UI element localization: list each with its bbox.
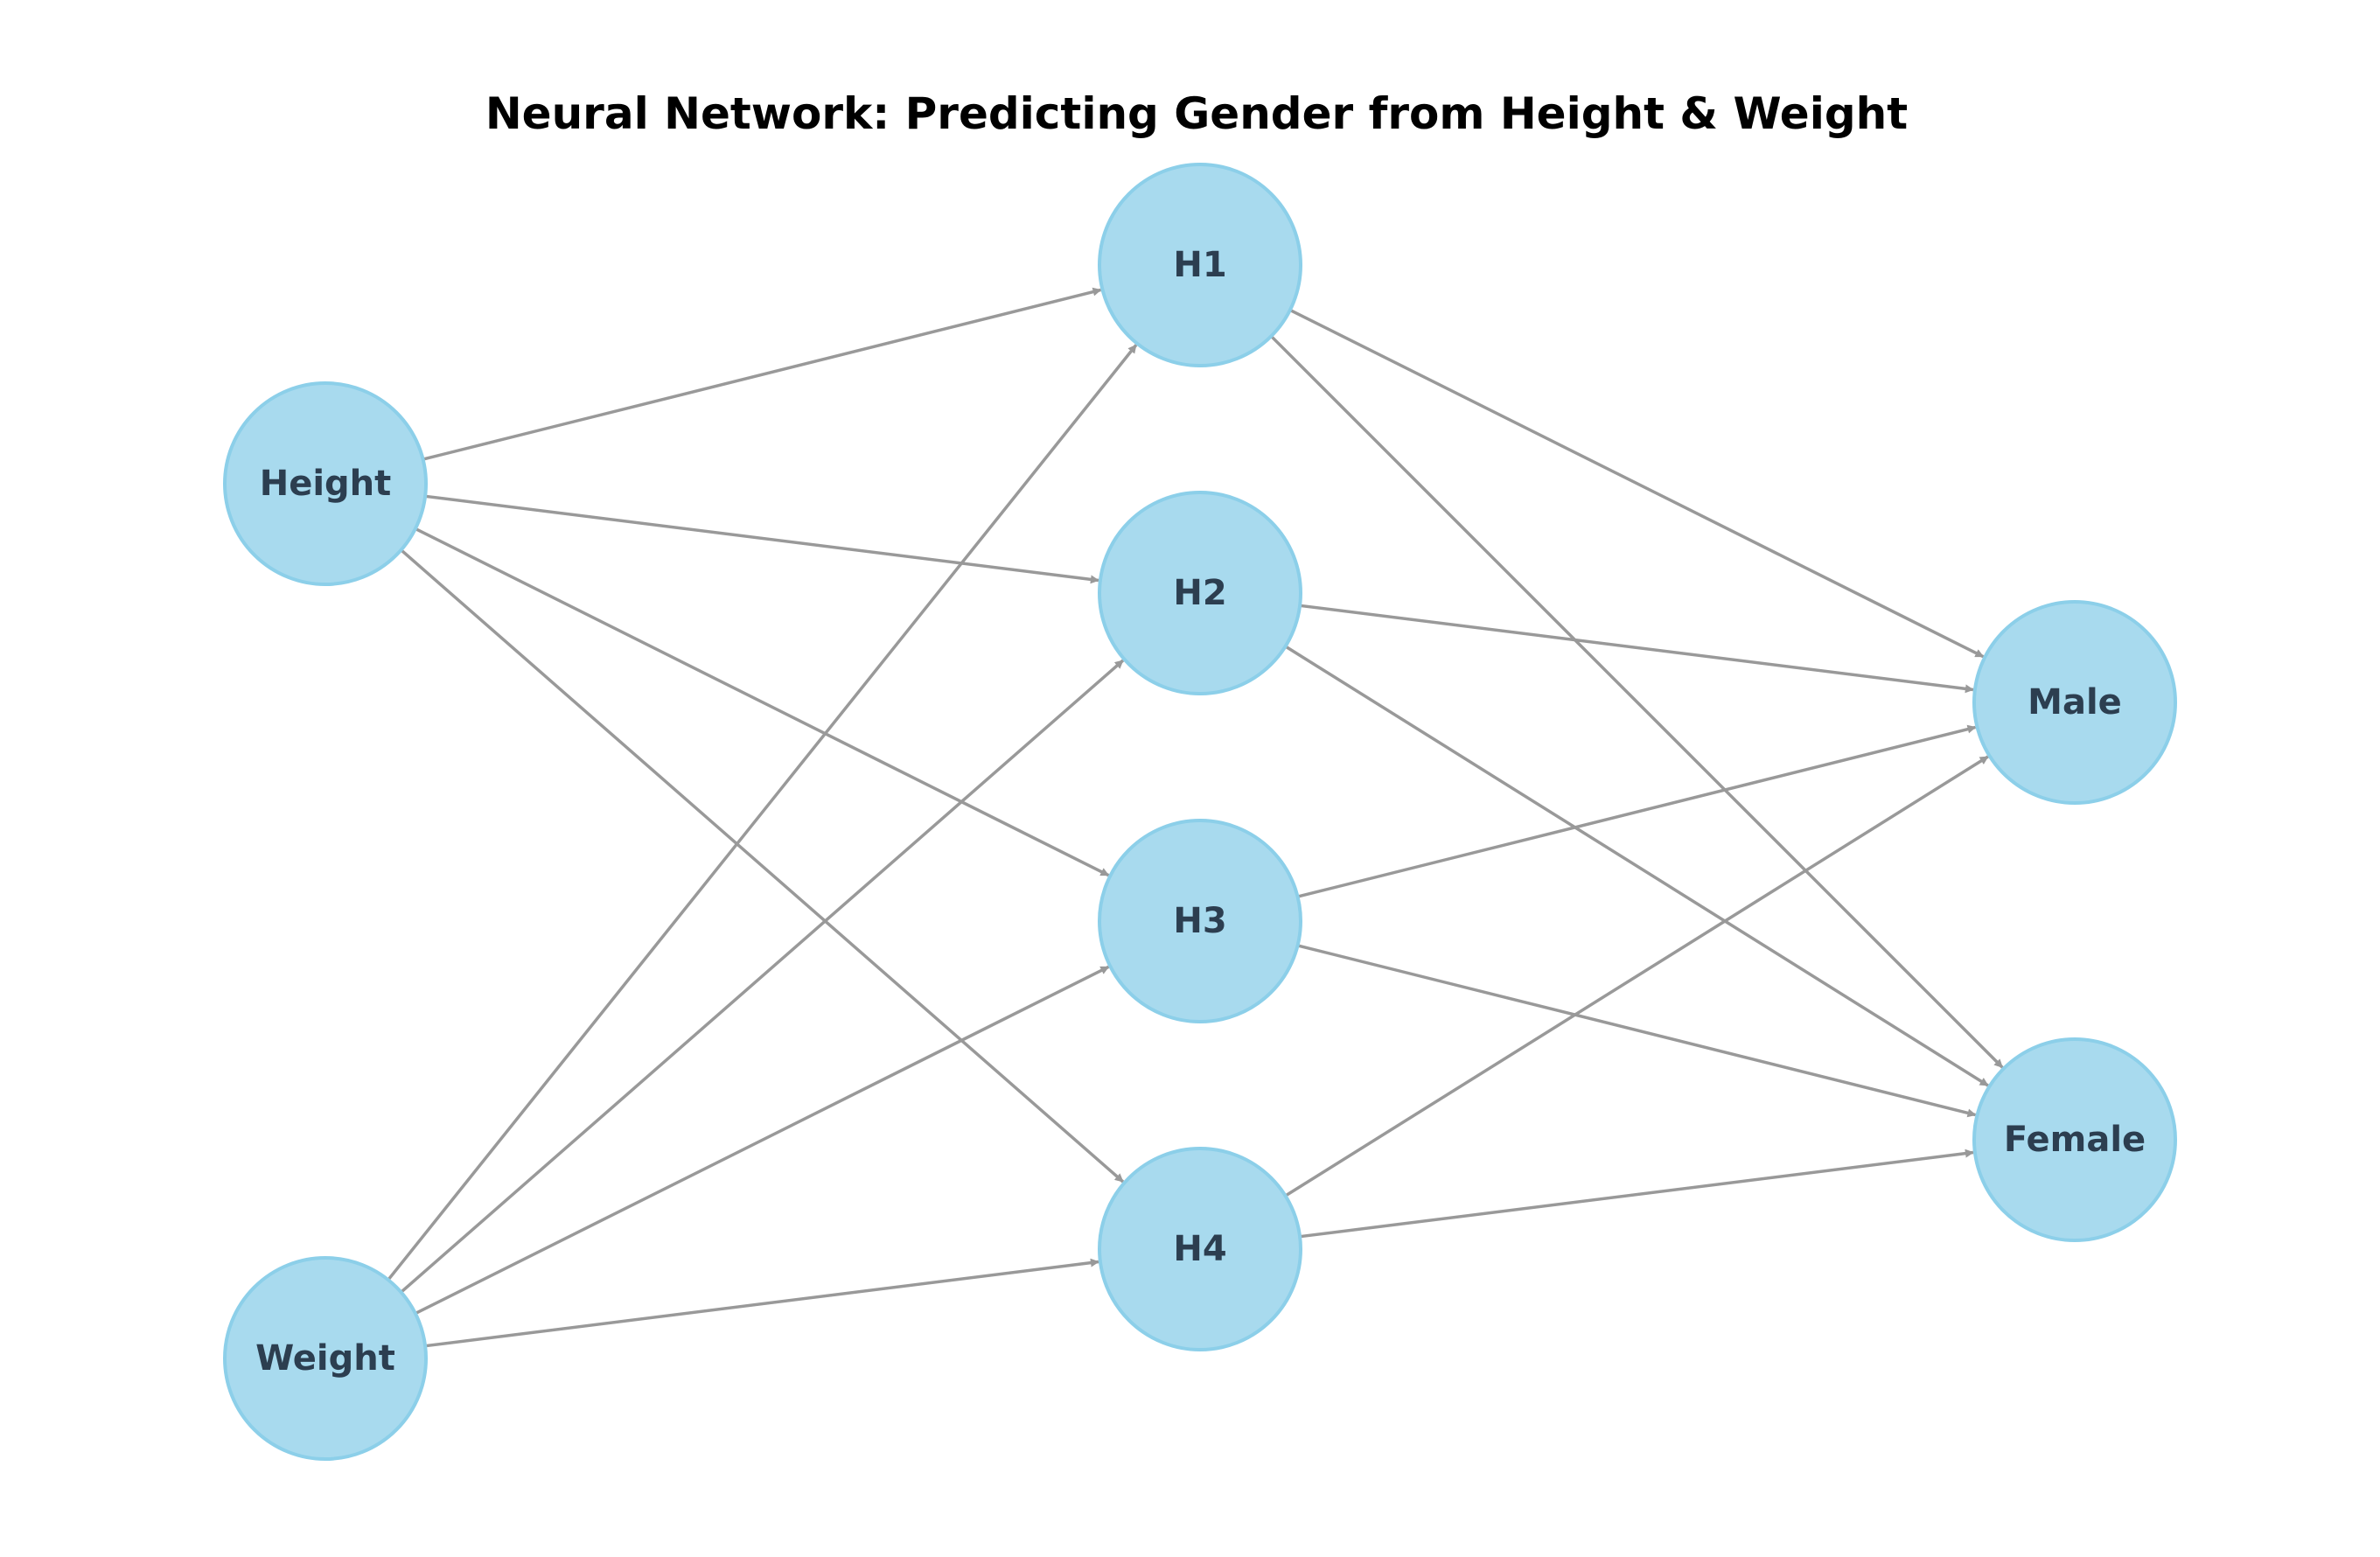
node-weight: Weight	[223, 1256, 428, 1461]
node-circle-height	[223, 381, 428, 586]
node-circle-h2	[1098, 491, 1302, 695]
edge-height-to-h1	[422, 287, 1102, 461]
edge-weight-to-h3	[415, 965, 1110, 1316]
node-male: Male	[1972, 600, 2177, 805]
nodes-layer: Height Weight H1 H2 H3 H4 Male Female	[223, 163, 2177, 1461]
edge-weight-to-h2	[400, 659, 1125, 1294]
edge-weight-to-h4	[424, 1258, 1099, 1348]
node-label-weight: Weight	[255, 1338, 395, 1379]
node-label-female: Female	[2004, 1120, 2146, 1160]
node-h2: H2	[1098, 491, 1302, 695]
edge-h1-to-female	[1270, 335, 2004, 1069]
edge-h4-to-female	[1299, 1149, 1974, 1239]
edge-height-to-h3	[415, 527, 1110, 877]
node-label-h1: H1	[1173, 245, 1226, 285]
node-label-h3: H3	[1173, 901, 1226, 941]
edge-h1-to-male	[1289, 308, 1985, 659]
edge-h2-to-male	[1299, 604, 1974, 694]
node-h3: H3	[1098, 819, 1302, 1023]
node-label-h2: H2	[1173, 573, 1226, 613]
node-circle-female	[1972, 1037, 2177, 1242]
node-label-h4: H4	[1173, 1229, 1226, 1269]
node-circle-h4	[1098, 1147, 1302, 1351]
node-female: Female	[1972, 1037, 2177, 1242]
node-label-male: Male	[2028, 682, 2122, 723]
edges-layer	[387, 287, 2004, 1348]
edge-h3-to-female	[1297, 944, 1977, 1118]
edge-h4-to-male	[1284, 755, 1989, 1197]
edge-height-to-h4	[400, 548, 1125, 1183]
edge-h3-to-male	[1297, 724, 1977, 898]
node-h4: H4	[1098, 1147, 1302, 1351]
node-height: Height	[223, 381, 428, 586]
node-circle-h3	[1098, 819, 1302, 1023]
diagram-title: Neural Network: Predicting Gender from H…	[485, 88, 1908, 139]
edge-height-to-h2	[424, 494, 1099, 584]
edge-weight-to-h1	[387, 344, 1138, 1281]
node-circle-h1	[1098, 163, 1302, 367]
node-label-height: Height	[260, 464, 392, 504]
node-circle-weight	[223, 1256, 428, 1461]
edge-h2-to-female	[1284, 645, 1989, 1087]
node-h1: H1	[1098, 163, 1302, 367]
node-circle-male	[1972, 600, 2177, 805]
